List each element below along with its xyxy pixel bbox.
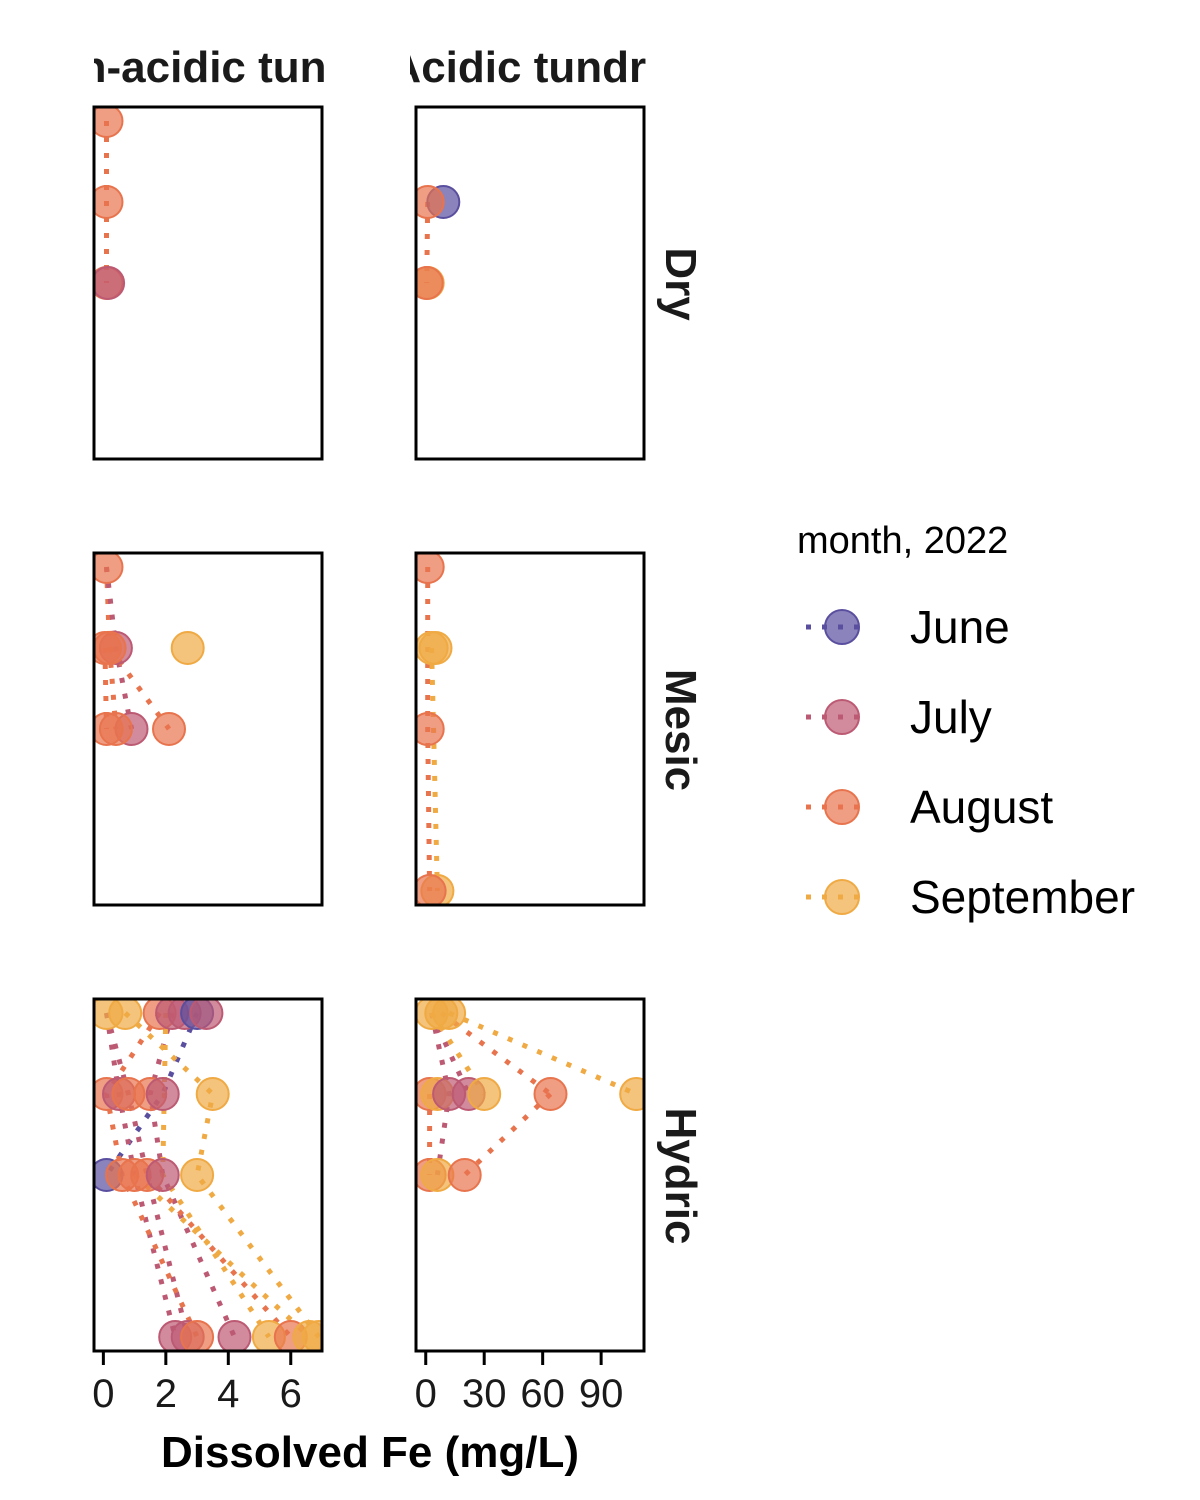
data-point-july <box>217 1320 252 1351</box>
x-axes: 0 2 4 6 0 30 60 90 <box>92 1351 623 1416</box>
x-tick-label: 0 <box>415 1372 437 1416</box>
row-strip-label-hydric: Hydric <box>656 1108 705 1245</box>
legend-item-july: July <box>806 691 992 743</box>
data-point-july <box>189 999 224 1030</box>
data-point-july <box>94 266 126 300</box>
series-line-september <box>429 647 440 892</box>
x-tick-label: 2 <box>155 1372 177 1416</box>
series-line-august <box>103 1011 200 1339</box>
data-point-august <box>94 553 124 584</box>
legend-key-point <box>824 609 860 645</box>
legend-key-point <box>824 699 860 735</box>
x-axis-title: Dissolved Fe (mg/L) <box>161 1428 579 1477</box>
legend-key-point <box>824 789 860 825</box>
data-point-september <box>619 1077 644 1111</box>
data-point-august <box>94 712 124 746</box>
data-point-september <box>467 1077 502 1111</box>
data-point-august <box>416 266 444 300</box>
series-line-august <box>145 1173 293 1339</box>
series-line-august <box>439 1010 552 1097</box>
data-point-august <box>94 107 124 138</box>
x-tick-label: 30 <box>462 1372 507 1416</box>
data-point-august <box>180 1320 215 1351</box>
data-point-august <box>416 553 445 584</box>
panel-acidic-tundra-mesic <box>416 553 455 905</box>
legend-key-point <box>824 879 860 915</box>
x-tick-label: 6 <box>280 1372 302 1416</box>
series-line-august <box>462 1092 553 1177</box>
legend-title: month, 2022 <box>797 520 1008 562</box>
series-line-september <box>132 1173 312 1339</box>
panel-acidic-tundra-dry <box>416 185 461 300</box>
data-point-september <box>170 631 205 665</box>
legend-label: August <box>910 781 1053 833</box>
panel-frame <box>414 105 646 461</box>
panel-frame <box>414 997 646 1353</box>
data-point-september <box>418 631 453 665</box>
panel-frame <box>92 997 324 1353</box>
x-tick-label: 0 <box>92 1372 114 1416</box>
x-tick-label: 90 <box>579 1372 624 1416</box>
panel-non-acidic-tundra-dry <box>94 107 126 300</box>
data-point-august <box>416 185 445 219</box>
data-point-september <box>432 999 467 1030</box>
data-point-july <box>145 1077 180 1111</box>
panel-frame <box>414 551 646 907</box>
data-point-september <box>180 1158 215 1192</box>
legend-label: July <box>910 691 992 743</box>
data-point-august <box>152 712 186 746</box>
data-point-september <box>195 1077 230 1111</box>
legend-item-june: June <box>806 601 1010 653</box>
data-point-august <box>447 1158 482 1192</box>
legend-item-august: August <box>806 781 1053 833</box>
panel-non-acidic-tundra-hydric <box>94 999 322 1351</box>
x-tick-label: 60 <box>520 1372 565 1416</box>
data-point-september <box>301 1320 322 1351</box>
data-point-august <box>94 631 122 665</box>
panel-frame <box>92 105 324 461</box>
data-point-september <box>108 999 143 1030</box>
series-line-september <box>448 1010 638 1097</box>
legend-item-september: September <box>806 871 1135 923</box>
x-tick-label: 4 <box>217 1372 239 1416</box>
panel-grid <box>92 105 646 1353</box>
row-strip-label-mesic: Mesic <box>656 669 705 791</box>
data-point-august <box>416 712 445 746</box>
legend: month, 2022 June July August September <box>797 520 1135 923</box>
legend-label: June <box>910 601 1010 653</box>
panel-non-acidic-tundra-mesic <box>94 553 205 746</box>
column-strip-label-acidic: Acidic tundra <box>389 43 671 92</box>
row-strip-label-dry: Dry <box>656 247 705 321</box>
series-line-september <box>123 1011 321 1339</box>
legend-label: September <box>910 871 1135 923</box>
data-point-august <box>533 1077 568 1111</box>
data-point-august <box>94 185 124 219</box>
column-strip-label-non-acidic: Non-acidic tundra <box>21 43 396 92</box>
panel-acidic-tundra-hydric <box>416 999 644 1192</box>
data-point-august <box>416 874 447 905</box>
panel-frame <box>92 551 324 907</box>
series-line-august <box>425 567 433 892</box>
data-point-july <box>145 1158 180 1192</box>
